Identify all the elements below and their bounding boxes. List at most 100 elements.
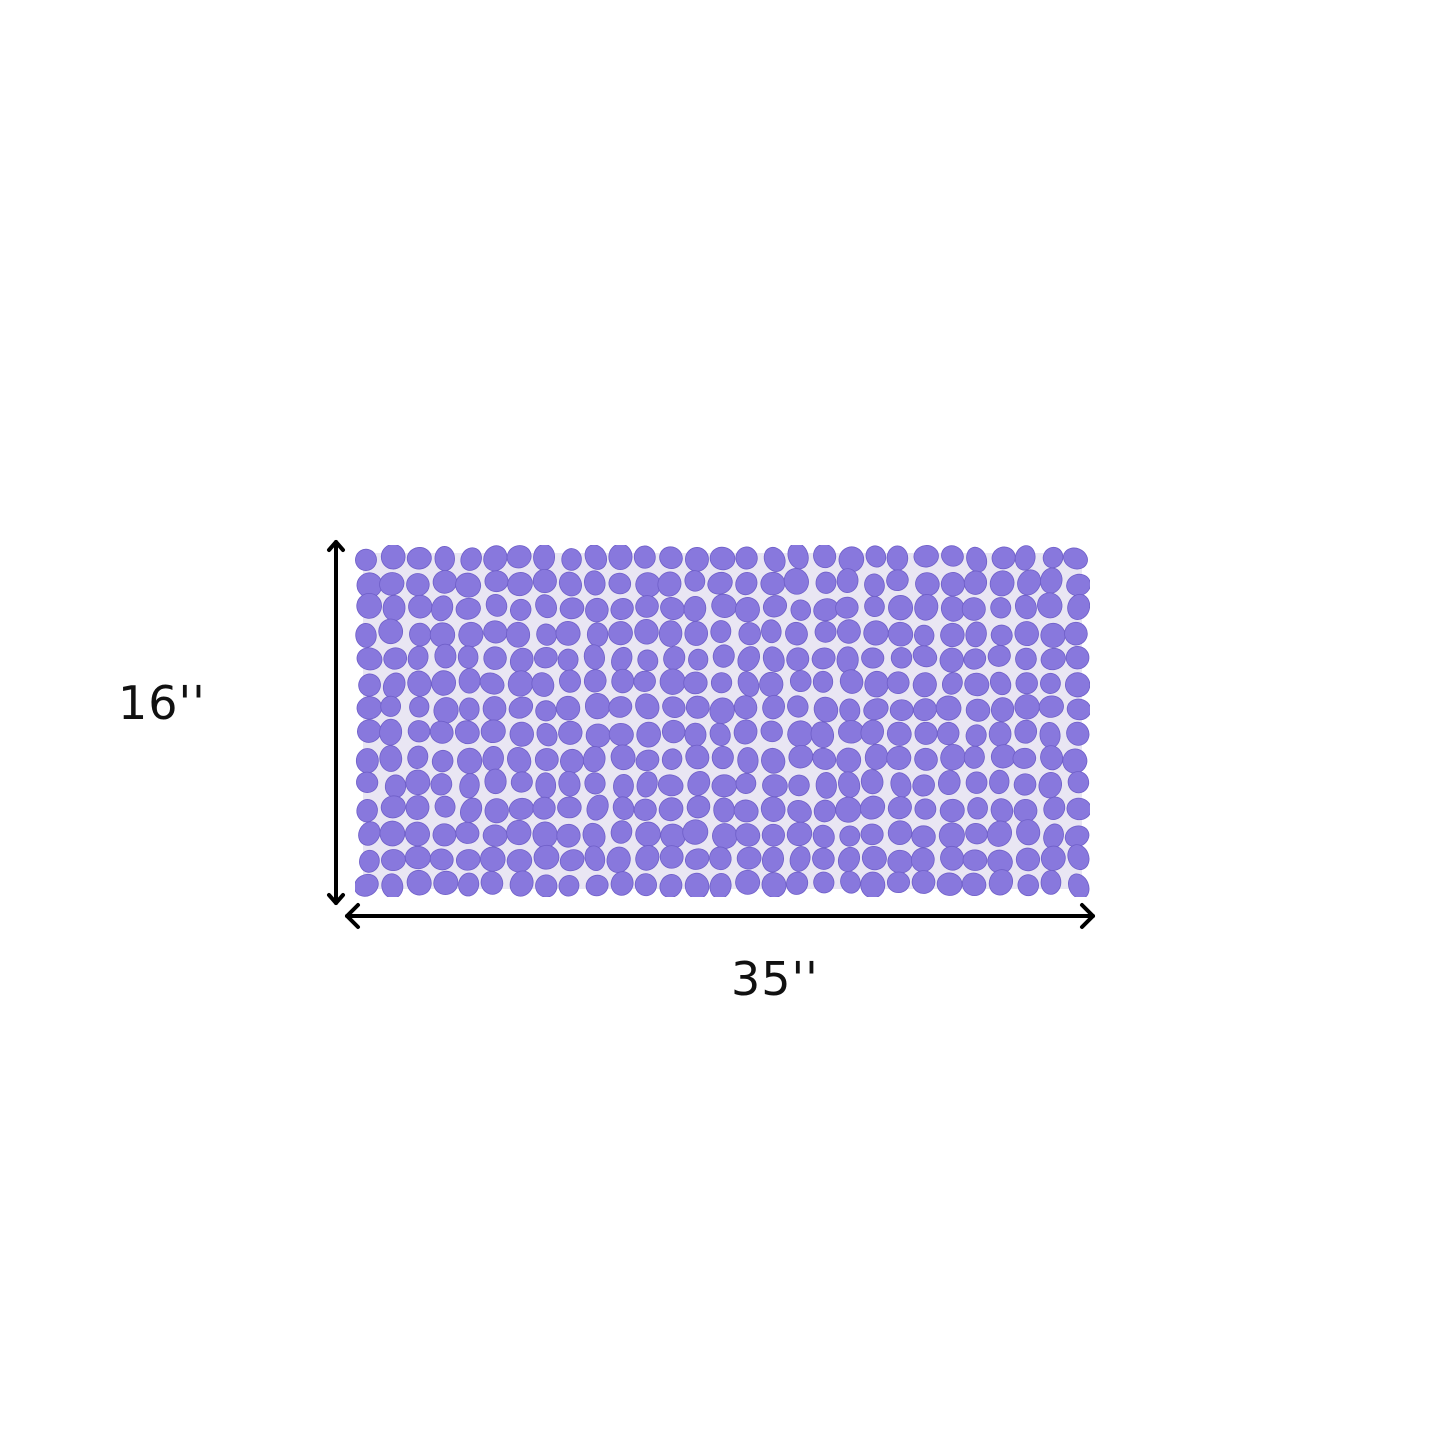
- pebble: [1062, 748, 1088, 774]
- pebble: [1066, 698, 1090, 721]
- pebble: [810, 721, 835, 749]
- pebble: [914, 594, 939, 621]
- pebble: [484, 768, 507, 795]
- pebble: [783, 568, 809, 595]
- pebble: [633, 545, 656, 569]
- pebble: [788, 745, 814, 769]
- pebble: [612, 796, 635, 820]
- pebble: [684, 872, 710, 897]
- pebble: [380, 695, 402, 717]
- pebble: [790, 599, 812, 621]
- pebble: [531, 672, 555, 697]
- pebble: [1040, 745, 1064, 771]
- pebble: [886, 745, 912, 771]
- pebble: [990, 798, 1014, 823]
- pebble: [1015, 672, 1038, 695]
- pebble: [506, 819, 532, 846]
- pebble: [636, 721, 661, 748]
- pebble: [1012, 747, 1037, 769]
- pebble: [460, 547, 482, 571]
- pebble: [887, 820, 913, 846]
- pebble: [786, 871, 809, 895]
- pebble: [733, 719, 758, 745]
- pebble: [433, 870, 459, 895]
- pebble: [637, 649, 659, 672]
- pebble: [735, 823, 761, 847]
- pebble: [608, 572, 632, 595]
- pebble: [840, 870, 861, 894]
- pebble: [709, 873, 732, 897]
- pebble: [811, 647, 836, 670]
- pebble: [434, 643, 457, 669]
- pebble: [584, 570, 606, 596]
- pebble: [837, 846, 861, 872]
- pebble: [990, 697, 1015, 722]
- pebble: [407, 745, 429, 769]
- pebble: [738, 622, 761, 646]
- pebble: [559, 849, 585, 872]
- pebble: [914, 721, 938, 745]
- pebble: [508, 696, 534, 719]
- pebble: [737, 747, 759, 774]
- pebble: [535, 700, 557, 722]
- pebble: [940, 845, 965, 871]
- pebble: [432, 570, 458, 594]
- pebble: [938, 822, 965, 849]
- pebble: [1042, 546, 1064, 569]
- pebble: [735, 869, 761, 895]
- pebble: [405, 769, 431, 796]
- pebble: [886, 721, 912, 746]
- pebble: [556, 695, 581, 721]
- pebble: [865, 545, 887, 568]
- pebble-bath-mat: [355, 545, 1090, 897]
- pebble: [533, 844, 560, 870]
- pebble: [737, 646, 760, 672]
- pebble: [962, 849, 988, 871]
- pebble: [814, 621, 837, 643]
- pebble: [608, 545, 633, 571]
- pebble: [710, 672, 733, 694]
- pebble: [861, 845, 887, 871]
- pebble: [1064, 621, 1088, 646]
- pebble: [532, 796, 556, 820]
- pebble: [659, 874, 683, 897]
- pebble: [990, 744, 1016, 769]
- pebble: [1040, 647, 1066, 671]
- pebble: [911, 825, 936, 848]
- pebble: [683, 596, 707, 622]
- pebble: [812, 847, 835, 870]
- pebble: [584, 772, 606, 795]
- pebble: [709, 722, 731, 746]
- pebble: [483, 545, 508, 572]
- pebble: [429, 848, 454, 871]
- pebble: [380, 545, 406, 570]
- pebble: [431, 595, 454, 622]
- pebble: [383, 647, 408, 670]
- pebble: [1043, 796, 1066, 821]
- pebble: [431, 670, 456, 696]
- pebble: [683, 671, 708, 695]
- pebble: [787, 545, 809, 570]
- pebble: [914, 624, 935, 647]
- pebble: [965, 698, 991, 722]
- pebble: [535, 594, 557, 619]
- pebble: [634, 618, 659, 645]
- pebble: [635, 749, 660, 772]
- pebble: [1014, 694, 1040, 720]
- pebble: [483, 646, 507, 670]
- pebble: [404, 821, 430, 847]
- pebble: [964, 672, 990, 697]
- pebble: [887, 796, 912, 820]
- pebble: [838, 771, 861, 798]
- height-label: 16'': [118, 676, 206, 730]
- pebble: [733, 799, 759, 823]
- pebble: [965, 621, 987, 648]
- pebble: [610, 871, 634, 896]
- pebble: [556, 823, 581, 848]
- pebble: [709, 846, 732, 871]
- pebble: [736, 846, 762, 870]
- pebble: [939, 798, 965, 823]
- pebble: [761, 747, 786, 774]
- pebble: [684, 570, 706, 592]
- pebble: [455, 597, 481, 620]
